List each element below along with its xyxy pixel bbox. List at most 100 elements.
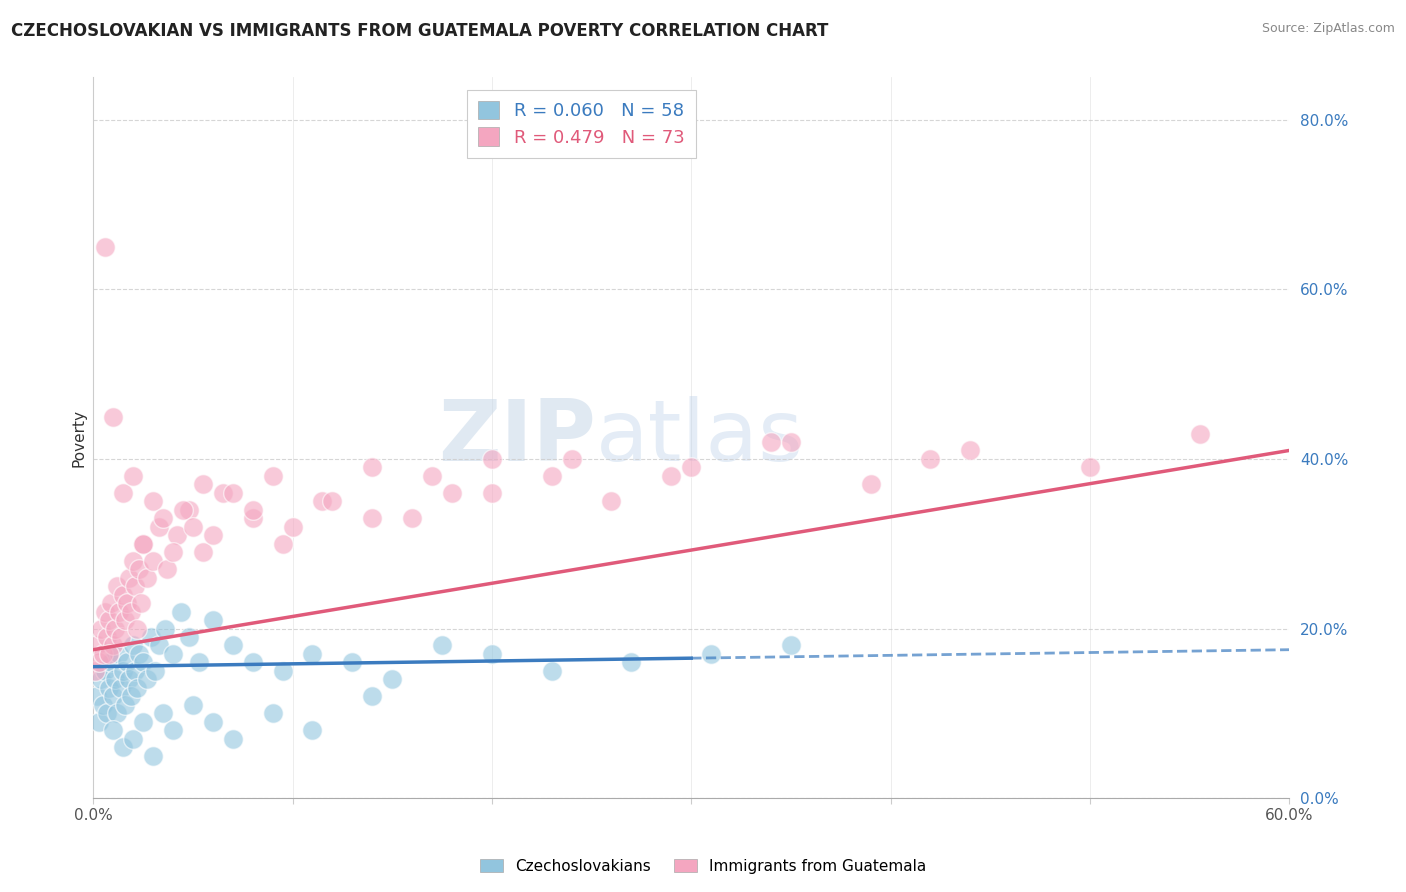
Point xyxy=(125,681,148,695)
Point xyxy=(96,706,118,721)
Point xyxy=(129,596,152,610)
Point xyxy=(156,562,179,576)
Point xyxy=(1188,426,1211,441)
Point xyxy=(86,639,108,653)
Text: Source: ZipAtlas.com: Source: ZipAtlas.com xyxy=(1261,22,1395,36)
Point xyxy=(342,656,364,670)
Point xyxy=(98,613,121,627)
Point xyxy=(142,494,165,508)
Point xyxy=(170,605,193,619)
Point xyxy=(143,664,166,678)
Point xyxy=(361,511,384,525)
Point xyxy=(90,673,112,687)
Point xyxy=(114,613,136,627)
Point xyxy=(90,622,112,636)
Point xyxy=(120,690,142,704)
Point xyxy=(181,520,204,534)
Point xyxy=(321,494,343,508)
Point xyxy=(136,571,159,585)
Point xyxy=(152,706,174,721)
Point xyxy=(89,656,111,670)
Point xyxy=(779,435,801,450)
Point xyxy=(148,520,170,534)
Point xyxy=(124,664,146,678)
Point xyxy=(162,545,184,559)
Point xyxy=(128,647,150,661)
Text: ZIP: ZIP xyxy=(437,396,596,479)
Point xyxy=(177,630,200,644)
Point xyxy=(101,409,124,424)
Point xyxy=(118,571,141,585)
Point xyxy=(112,588,135,602)
Point xyxy=(98,647,121,661)
Point xyxy=(700,647,723,661)
Point xyxy=(301,647,323,661)
Point xyxy=(98,681,121,695)
Point xyxy=(120,605,142,619)
Point xyxy=(94,664,117,678)
Point xyxy=(105,706,128,721)
Legend: Czechoslovakians, Immigrants from Guatemala: Czechoslovakians, Immigrants from Guatem… xyxy=(474,853,932,880)
Point xyxy=(381,673,404,687)
Point xyxy=(94,605,117,619)
Point xyxy=(361,690,384,704)
Point xyxy=(125,622,148,636)
Point xyxy=(101,639,124,653)
Point xyxy=(142,748,165,763)
Point xyxy=(311,494,333,508)
Point xyxy=(859,477,882,491)
Point xyxy=(96,630,118,644)
Point xyxy=(271,537,294,551)
Point xyxy=(301,723,323,738)
Point xyxy=(122,469,145,483)
Point xyxy=(222,639,245,653)
Point xyxy=(540,664,562,678)
Point xyxy=(142,554,165,568)
Point xyxy=(620,656,643,670)
Point xyxy=(430,639,453,653)
Point xyxy=(759,435,782,450)
Point xyxy=(920,452,942,467)
Point xyxy=(481,486,503,500)
Point xyxy=(122,554,145,568)
Point xyxy=(104,622,127,636)
Point xyxy=(114,698,136,712)
Point xyxy=(281,520,304,534)
Point xyxy=(211,486,233,500)
Point xyxy=(108,647,131,661)
Point xyxy=(122,731,145,746)
Point xyxy=(262,469,284,483)
Point xyxy=(181,698,204,712)
Point xyxy=(89,714,111,729)
Point xyxy=(959,443,981,458)
Point xyxy=(84,664,107,678)
Point xyxy=(132,537,155,551)
Point xyxy=(540,469,562,483)
Point xyxy=(262,706,284,721)
Point xyxy=(401,511,423,525)
Point xyxy=(110,630,132,644)
Point xyxy=(242,503,264,517)
Point xyxy=(561,452,583,467)
Point xyxy=(112,740,135,755)
Point xyxy=(91,698,114,712)
Point xyxy=(136,673,159,687)
Point xyxy=(187,656,209,670)
Point xyxy=(112,664,135,678)
Point xyxy=(128,562,150,576)
Point xyxy=(94,240,117,254)
Point xyxy=(242,511,264,525)
Text: atlas: atlas xyxy=(596,396,803,479)
Point xyxy=(91,647,114,661)
Point xyxy=(201,613,224,627)
Point xyxy=(201,714,224,729)
Point xyxy=(162,647,184,661)
Point xyxy=(132,656,155,670)
Point xyxy=(153,622,176,636)
Point xyxy=(191,545,214,559)
Point xyxy=(132,537,155,551)
Point xyxy=(122,639,145,653)
Point xyxy=(101,723,124,738)
Point xyxy=(86,690,108,704)
Point xyxy=(139,630,162,644)
